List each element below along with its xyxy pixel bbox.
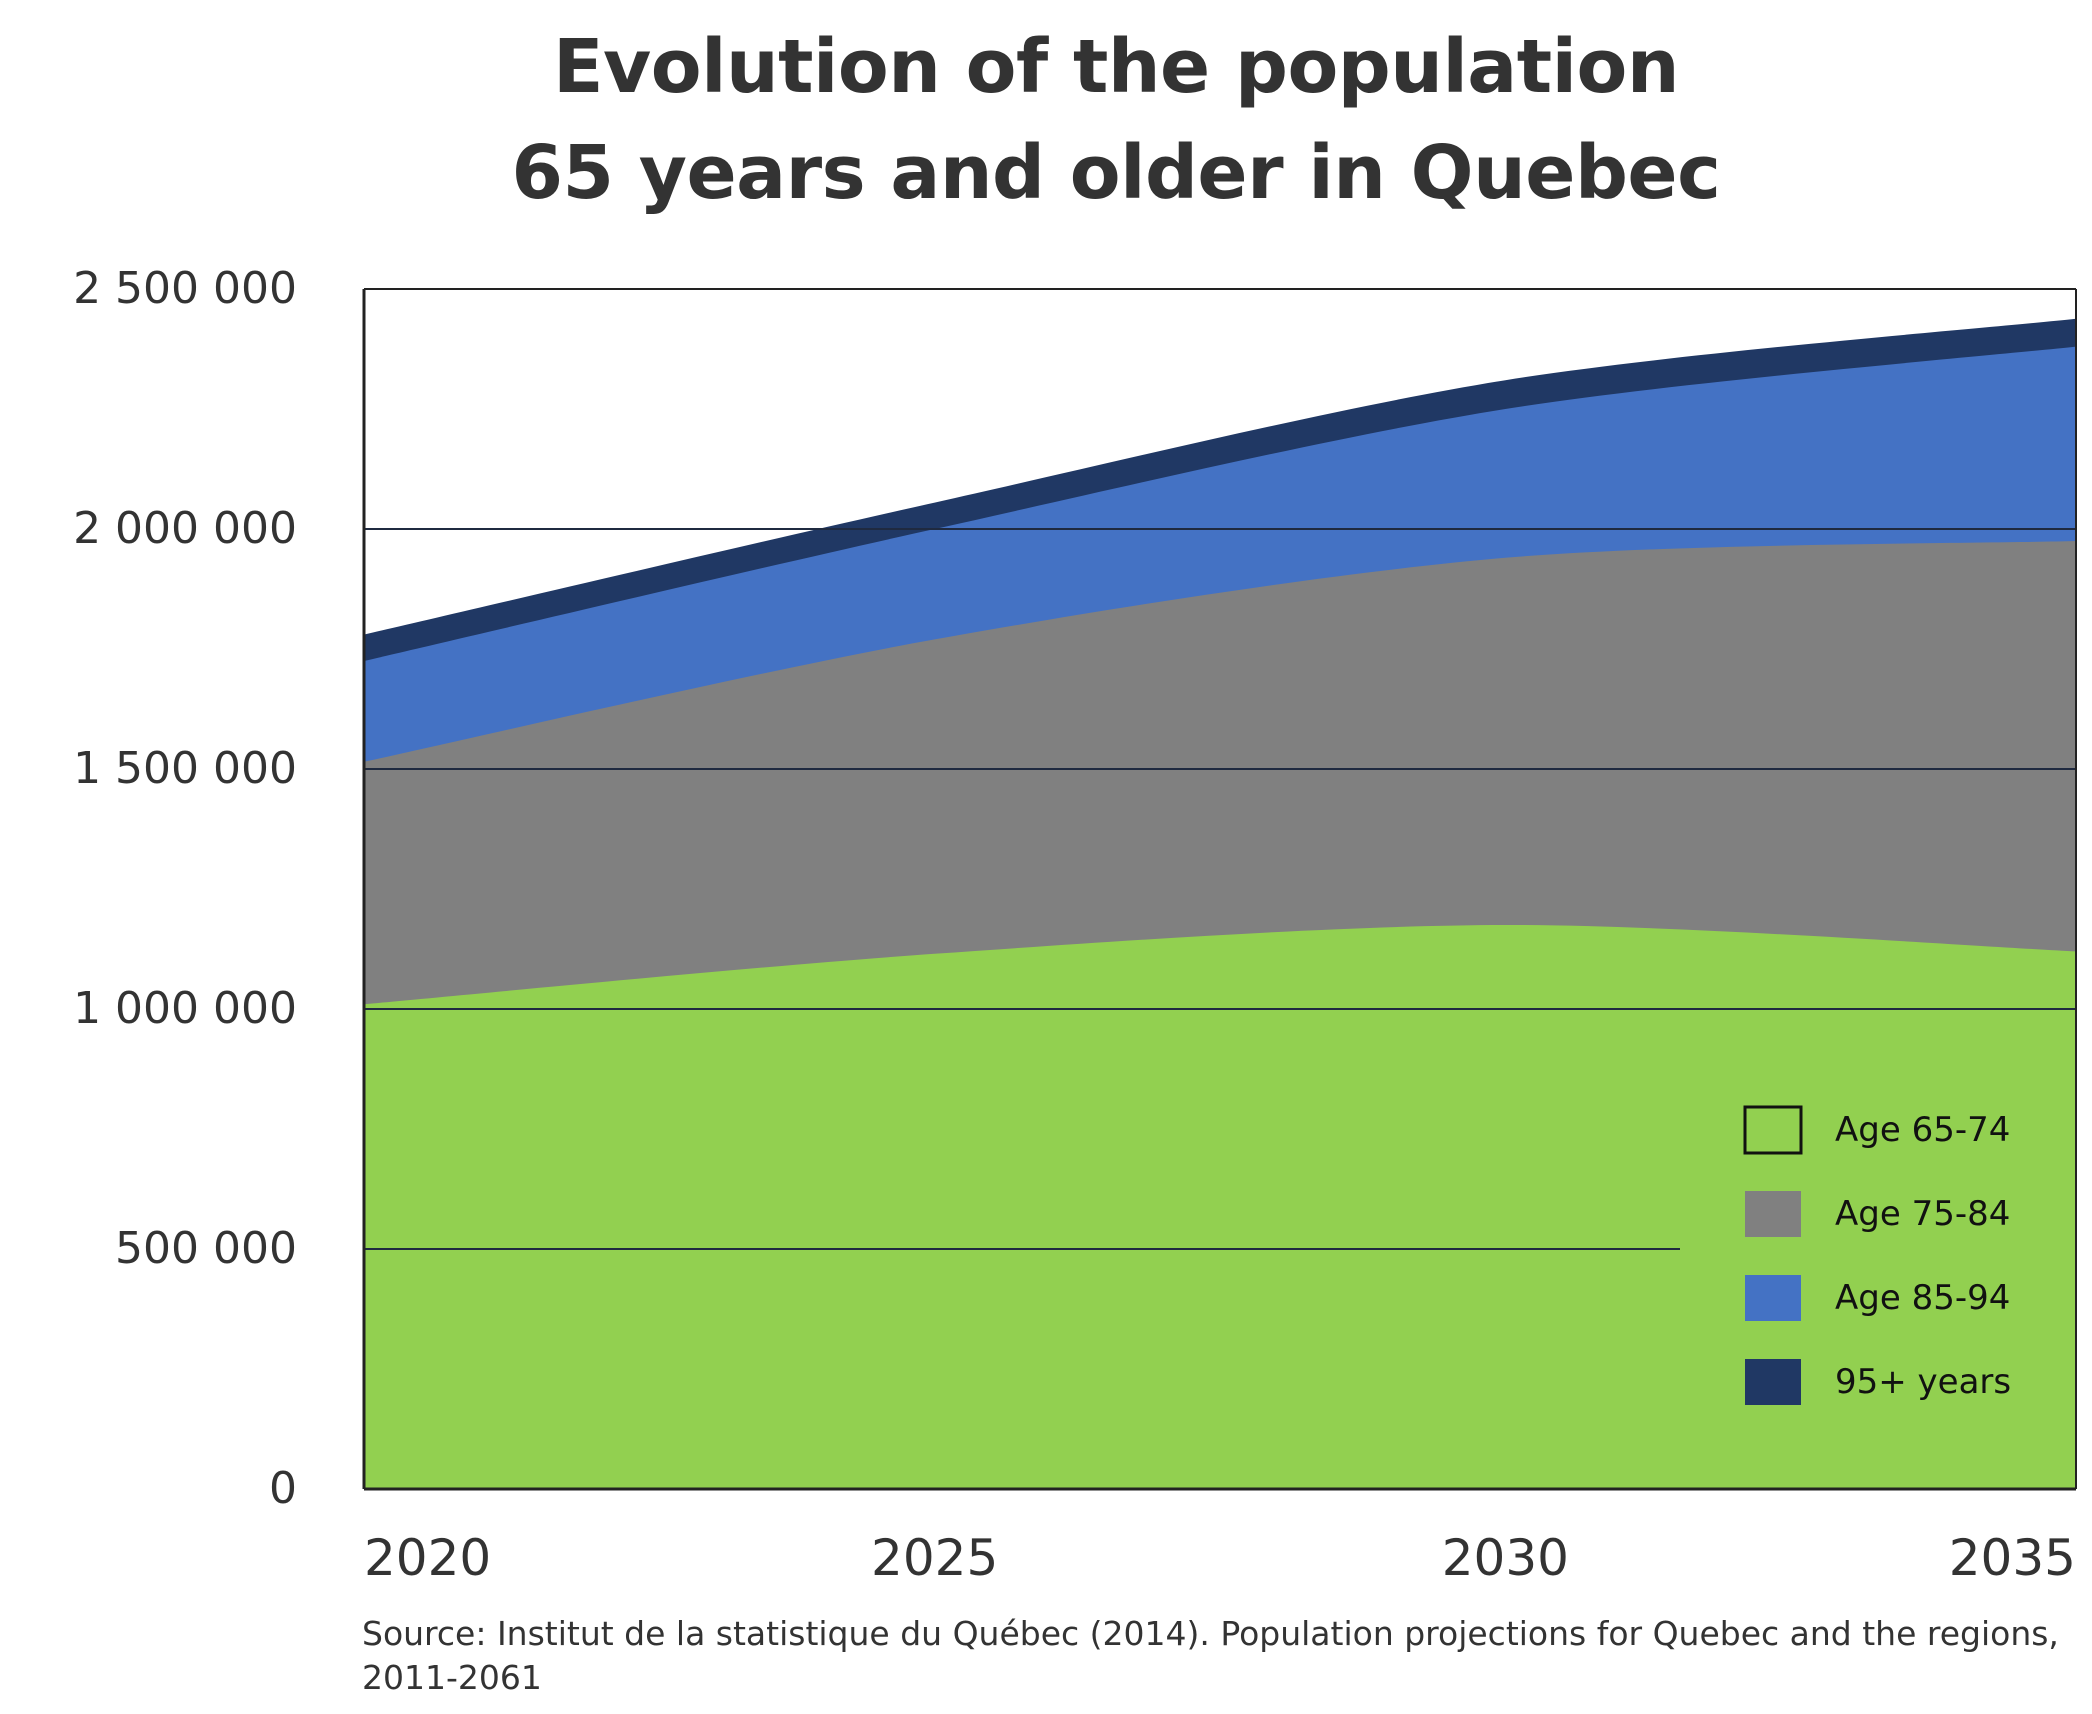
legend-swatch-age-65-74 [1743,1105,1803,1155]
chart-title-line-1: Evolution of the population [552,24,1680,110]
y-tick-label: 2 000 000 [73,503,297,554]
legend: Age 65-74 Age 75-84 Age 85-94 95+ years [1743,1105,2011,1405]
x-tick-label: 2035 [1949,1529,2076,1587]
legend-swatch-age-75-84 [1745,1191,1801,1237]
legend-label-age-75-84: Age 75-84 [1835,1194,2010,1234]
source-note: Source: Institut de la statistique du Qu… [362,1614,2059,1697]
y-tick-label: 500 000 [115,1223,297,1274]
chart-title-line-2: 65 years and older in Quebec [511,130,1722,216]
legend-label-95-years: 95+ years [1835,1362,2011,1402]
y-tick-label: 1 000 000 [73,983,297,1034]
area-age-65-74 [364,924,2076,1489]
x-tick-label: 2025 [871,1529,998,1587]
chart-title: Evolution of the population 65 years and… [0,14,2092,226]
legend-swatch-age-85-94 [1745,1275,1801,1321]
area-layers [364,318,2076,1490]
x-tick-label: 2030 [1442,1529,1569,1587]
y-tick-label: 2 500 000 [73,263,297,314]
y-tick-label: 0 [269,1463,297,1514]
legend-label-age-65-74: Age 65-74 [1835,1110,2010,1150]
y-tick-label: 1 500 000 [73,743,297,794]
x-tick-label: 2020 [364,1529,491,1587]
legend-swatch-95-years [1745,1359,1801,1405]
legend-label-age-85-94: Age 85-94 [1835,1278,2010,1318]
